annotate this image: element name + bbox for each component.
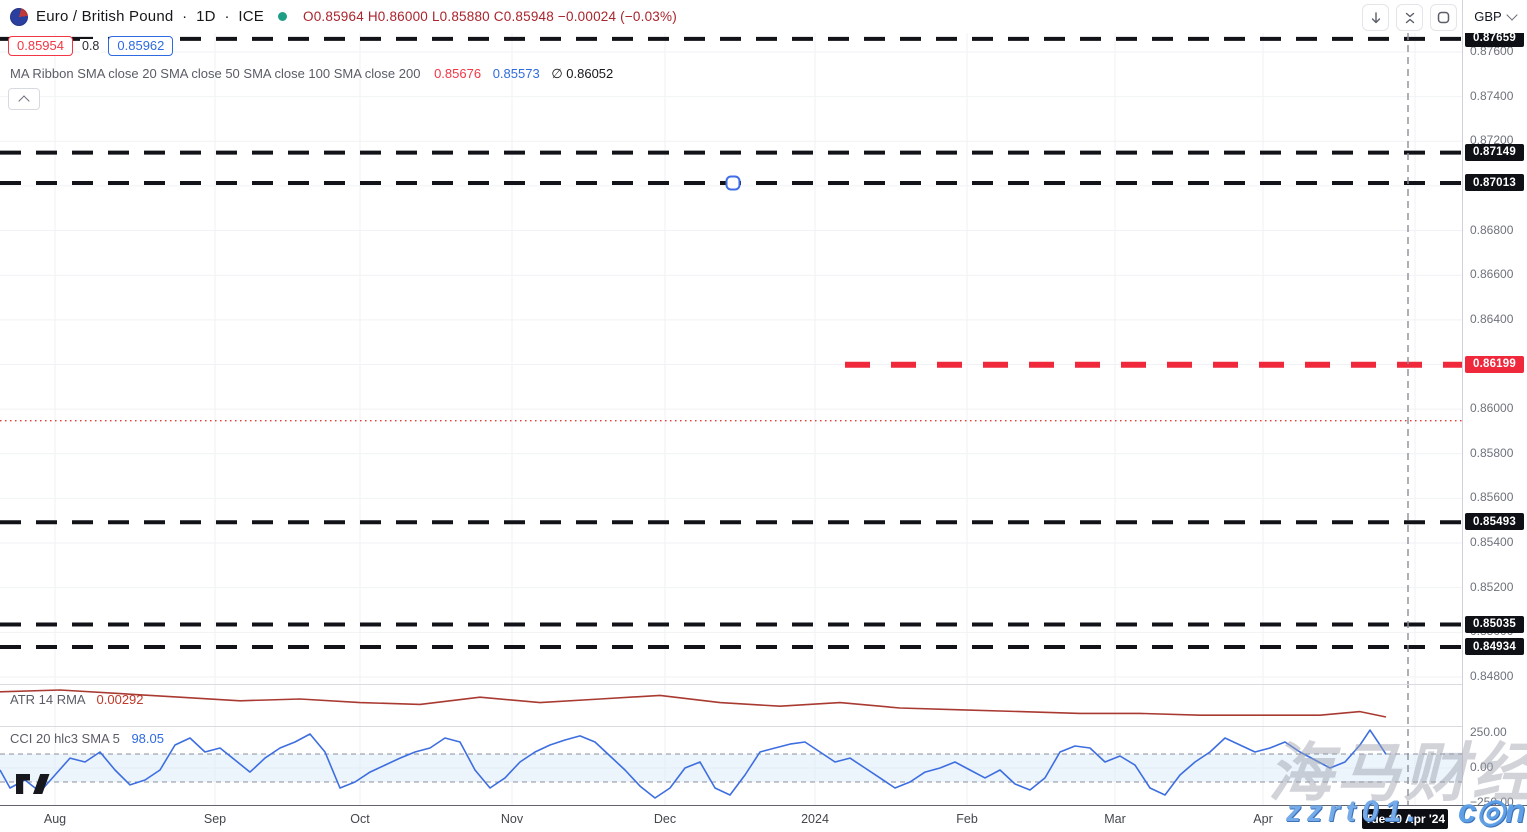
- time-axis[interactable]: Tue 30 Apr '24 Aug Sep Oct Nov Dec 2024 Feb Mar…: [0, 805, 1527, 832]
- month-label: Mar: [1104, 812, 1126, 826]
- currency-label: GBP: [1474, 9, 1502, 24]
- price-tick: 0.85800: [1470, 445, 1514, 460]
- separator: ·: [224, 8, 230, 25]
- chart-header: Euro / British Pound · 1D · ICE O0.85964…: [0, 0, 1527, 33]
- month-label: Sep: [203, 812, 227, 826]
- month-label: Aug: [43, 812, 67, 826]
- ask-price-label[interactable]: 0.85962: [108, 36, 174, 56]
- collapse-vertical-icon: [1405, 12, 1414, 23]
- ma-ribbon-title: MA Ribbon SMA close 20 SMA close 50 SMA …: [10, 66, 421, 81]
- cci-tick: 0.00: [1470, 760, 1494, 774]
- tradingview-logo-icon[interactable]: [14, 770, 52, 798]
- month-label: Feb: [956, 812, 978, 826]
- price-tick: 0.87600: [1470, 44, 1514, 58]
- price-tick: 0.85400: [1470, 535, 1514, 550]
- level-price-badge: 0.84934: [1465, 638, 1524, 656]
- month-label: Nov: [500, 812, 524, 826]
- atr-value: 0.00292: [96, 692, 144, 707]
- symbol-title[interactable]: Euro / British Pound · 1D · ICE: [36, 8, 264, 25]
- bid-price-label[interactable]: 0.85954: [8, 36, 73, 56]
- price-tick: 0.86000: [1470, 401, 1514, 416]
- arrow-down-icon: [1371, 11, 1380, 23]
- price-tick: 0.86400: [1470, 311, 1514, 326]
- crosshair-date-badge: Tue 30 Apr '24: [1362, 809, 1448, 829]
- currency-selector[interactable]: GBP: [1462, 0, 1527, 33]
- level-price-badge: 0.87013: [1465, 174, 1524, 192]
- ma-ribbon-legend[interactable]: MA Ribbon SMA close 20 SMA close 50 SMA …: [10, 66, 613, 82]
- month-label: Oct: [350, 812, 370, 826]
- atr-title: ATR 14 RMA: [10, 692, 85, 707]
- scroll-down-button[interactable]: [1362, 4, 1389, 31]
- month-label: Apr: [1253, 812, 1273, 826]
- price-tick: 0.87400: [1470, 88, 1514, 103]
- sma20-value: 0.85676: [434, 66, 482, 81]
- cci-legend[interactable]: CCI 20 hlc3 SMA 5 98.05: [10, 731, 164, 746]
- symbol-name: Euro / British Pound: [36, 8, 174, 25]
- atr-legend[interactable]: ATR 14 RMA 0.00292: [10, 692, 144, 707]
- level-price-badge: 0.85035: [1465, 615, 1524, 633]
- price-tick: 0.86800: [1470, 222, 1514, 237]
- bid-ask-labels: 0.85954 0.8 0.85962: [8, 36, 174, 56]
- price-axis[interactable]: 0.87600 0.87400 0.87200 0.86800 0.86600 0.864…: [1462, 33, 1527, 805]
- ohlc-values: O0.85964 H0.86000 L0.85880 C0.85948 −0.0…: [303, 9, 677, 24]
- price-chart-canvas[interactable]: [0, 0, 1462, 832]
- cci-tick: −250.00: [1470, 795, 1514, 805]
- month-label: Dec: [653, 812, 677, 826]
- price-tick: 0.84800: [1470, 668, 1514, 683]
- collapse-legend-button[interactable]: [8, 88, 40, 110]
- mid-price-label: 0.8: [80, 39, 102, 53]
- level-price-badge: 0.85493: [1465, 513, 1524, 531]
- pane-separator[interactable]: [0, 726, 1527, 727]
- timeframe-label[interactable]: 1D: [196, 8, 216, 25]
- separator: ·: [182, 8, 188, 25]
- fullscreen-icon: [1437, 11, 1450, 24]
- restore-pane-button[interactable]: [1396, 4, 1423, 31]
- fullscreen-button[interactable]: [1430, 4, 1457, 31]
- price-tick: 0.85200: [1470, 579, 1514, 594]
- price-tick: 0.86600: [1470, 267, 1514, 282]
- alert-price-badge: 0.86199: [1465, 355, 1524, 373]
- chevron-up-icon: [18, 94, 30, 107]
- pane-separator[interactable]: [0, 684, 1527, 685]
- price-tick: 0.85600: [1470, 490, 1514, 505]
- cci-value: 98.05: [131, 731, 164, 746]
- market-open-dot-icon: [278, 12, 287, 21]
- level-price-badge: 0.87149: [1465, 143, 1524, 161]
- month-label: 2024: [801, 812, 829, 826]
- sma50-value: 0.85573: [492, 66, 540, 81]
- cci-tick: 250.00: [1470, 725, 1507, 739]
- exchange-label: ICE: [238, 8, 264, 25]
- symbol-icon: [10, 7, 28, 26]
- level-price-badge: 0.87659: [1465, 33, 1524, 47]
- header-toolbar: [1362, 4, 1457, 31]
- chevron-down-icon: [1506, 9, 1518, 21]
- ribbon-average-value: ∅ 0.86052: [551, 66, 614, 81]
- cci-title: CCI 20 hlc3 SMA 5: [10, 731, 120, 746]
